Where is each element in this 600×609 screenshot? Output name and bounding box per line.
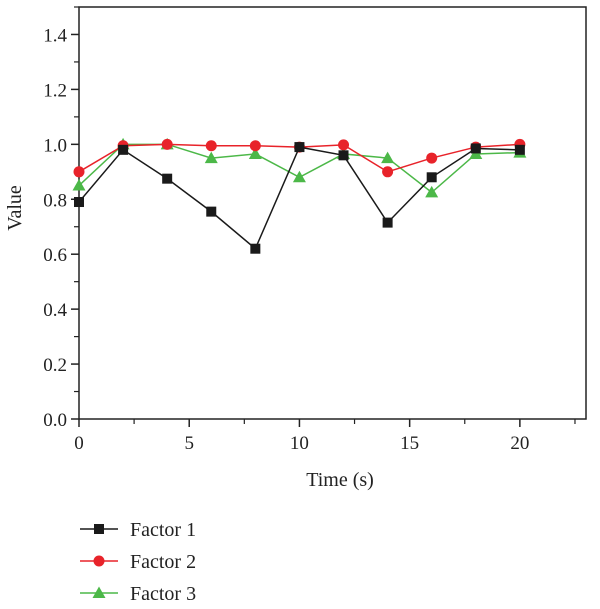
data-point-factor-2 xyxy=(205,140,217,152)
x-axis-title: Time (s) xyxy=(306,469,374,491)
x-tick-label: 10 xyxy=(290,433,309,454)
data-point-factor-2 xyxy=(426,152,438,164)
legend-marker-factor-2 xyxy=(93,555,105,567)
axes: 0 5 10 15 20 0.0 0.2 0.4 0.6 0.8 1.0 1.2 1.4 xyxy=(43,6,587,454)
legend-label-factor-2: Factor 2 xyxy=(130,551,196,573)
x-tick-label: 15 xyxy=(400,433,419,454)
y-tick-label: 1.2 xyxy=(43,80,67,101)
data-point-factor-1 xyxy=(74,197,84,208)
y-tick-label: 0.0 xyxy=(43,410,67,431)
x-tick-label: 0 xyxy=(74,433,84,454)
y-tick-label: 0.4 xyxy=(43,300,67,321)
y-tick-label: 1.4 xyxy=(43,25,67,46)
legend-label-factor-3: Factor 3 xyxy=(130,583,196,605)
y-tick-label: 0.2 xyxy=(43,355,67,376)
data-point-factor-2 xyxy=(73,166,85,178)
data-point-factor-3 xyxy=(381,151,395,164)
data-point-factor-1 xyxy=(294,142,305,153)
series-factor-1 xyxy=(74,142,525,254)
data-point-factor-1 xyxy=(206,206,217,217)
data-point-factor-3 xyxy=(72,179,86,191)
legend-marker-factor-1 xyxy=(94,524,104,534)
data-point-factor-3 xyxy=(204,151,218,164)
legend-item-factor-3: Factor 3 xyxy=(80,583,196,605)
data-point-factor-3 xyxy=(248,147,262,159)
data-point-factor-2 xyxy=(338,139,350,151)
data-point-factor-1 xyxy=(338,150,349,161)
data-point-factor-2 xyxy=(249,140,261,152)
data-point-factor-1 xyxy=(118,144,129,155)
data-point-factor-1 xyxy=(250,243,261,254)
data-point-factor-3 xyxy=(292,170,306,183)
legend-item-factor-1: Factor 1 xyxy=(80,519,196,541)
data-point-factor-3 xyxy=(425,185,439,198)
plot-frame xyxy=(78,6,587,420)
series-line-factor-1 xyxy=(78,146,520,250)
data-point-factor-1 xyxy=(382,217,393,228)
y-tick-label: 0.6 xyxy=(43,245,67,266)
plot-series xyxy=(72,137,527,254)
y-tick-label: 1.0 xyxy=(43,135,67,156)
data-point-factor-1 xyxy=(514,144,525,155)
data-point-factor-1 xyxy=(426,172,437,183)
legend-marker-factor-3 xyxy=(92,586,106,598)
legend-label-factor-1: Factor 1 xyxy=(130,519,196,541)
data-point-factor-1 xyxy=(470,143,481,154)
y-tick-label: 0.8 xyxy=(43,190,67,211)
data-point-factor-2 xyxy=(382,166,394,178)
legend-item-factor-2: Factor 2 xyxy=(80,551,196,573)
legend: Factor 1 Factor 2 Factor 3 xyxy=(80,519,196,605)
y-axis-title: Value xyxy=(4,185,26,231)
x-tick-label: 5 xyxy=(184,433,194,454)
data-point-factor-2 xyxy=(161,138,173,150)
x-tick-label: 20 xyxy=(510,433,529,454)
data-point-factor-1 xyxy=(162,173,173,184)
